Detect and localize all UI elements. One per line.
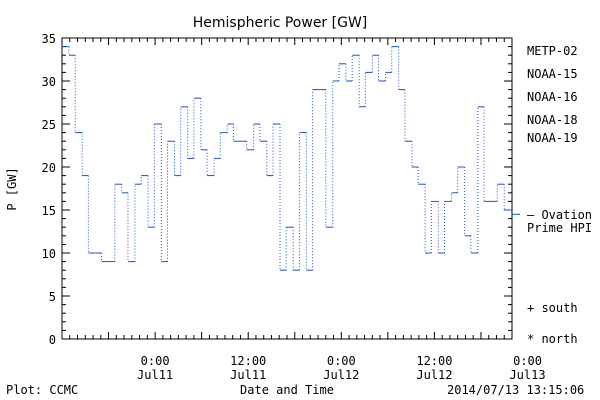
footer-timestamp: 2014/07/13 13:15:06 — [447, 383, 584, 397]
series-layer — [62, 46, 512, 271]
legend-item-noaa16: NOAA-16 — [527, 90, 578, 104]
x-tick-label-date: Jul12 — [323, 368, 359, 382]
legend: METP-02 NOAA-15 NOAA-16 NOAA-18 NOAA-19 — [527, 44, 578, 145]
y-tick-label: 35 — [42, 32, 56, 46]
x-tick-label-time: 12:00 — [416, 354, 452, 368]
y-axis-label: P [GW] — [5, 167, 19, 210]
y-tick-label: 25 — [42, 118, 56, 132]
y-tick-label: 15 — [42, 204, 56, 218]
x-axis: 0:00Jul1112:00Jul110:00Jul1212:00Jul120:… — [61, 38, 546, 382]
x-axis-label: Date and Time — [240, 383, 334, 397]
footer-credit: Plot: CCMC — [6, 383, 78, 397]
legend-item-noaa15: NOAA-15 — [527, 67, 578, 81]
x-tick-label-time: 12:00 — [230, 354, 266, 368]
y-tick-label: 20 — [42, 161, 56, 175]
legend-item-noaa19: NOAA-19 — [527, 131, 578, 145]
legend-item-metp02: METP-02 — [527, 44, 578, 58]
x-tick-label-date: Jul11 — [230, 368, 266, 382]
ovation-label-2: Prime HPI — [527, 221, 592, 235]
x-tick-label-time: 0:00 — [513, 354, 542, 368]
north-symbol-key: * north — [527, 332, 578, 346]
y-axis: 0 5 10 15 20 25 30 35 — [42, 32, 512, 347]
y-tick-label: 5 — [49, 290, 56, 304]
x-tick-label-date: Jul13 — [509, 368, 545, 382]
ovation-label: — Ovation — [527, 208, 592, 222]
x-tick-label-time: 0:00 — [327, 354, 356, 368]
y-tick-label: 30 — [42, 75, 56, 89]
y-tick-label: 10 — [42, 247, 56, 261]
x-tick-label-date: Jul12 — [416, 368, 452, 382]
legend-item-noaa18: NOAA-18 — [527, 113, 578, 127]
south-symbol-key: + south — [527, 301, 578, 315]
ovation-indicator: — Ovation Prime HPI — [512, 208, 592, 235]
chart-title: Hemispheric Power [GW] — [193, 15, 368, 31]
x-tick-label-time: 0:00 — [141, 354, 170, 368]
x-tick-label-date: Jul11 — [137, 368, 173, 382]
plot-frame — [61, 37, 513, 340]
y-tick-label: 0 — [49, 333, 56, 347]
